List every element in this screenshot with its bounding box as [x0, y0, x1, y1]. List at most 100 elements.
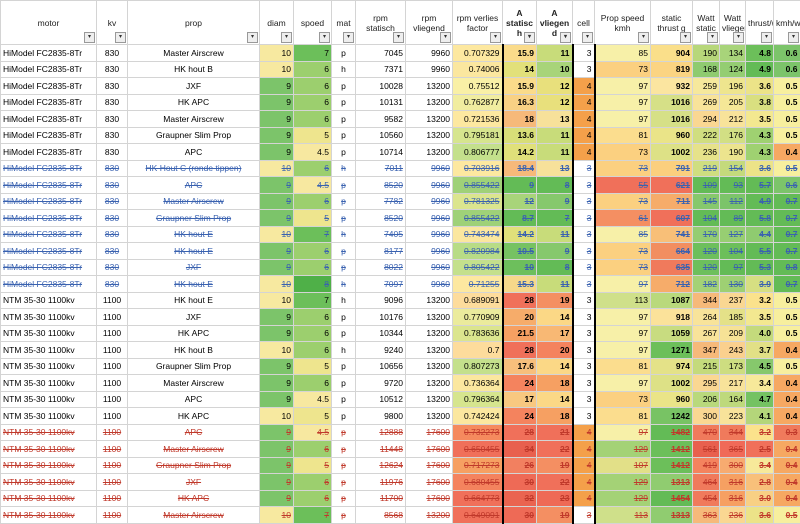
- filter-dropdown-icon[interactable]: ▾: [343, 32, 354, 43]
- cell-rpm-statisch[interactable]: 10512: [356, 391, 406, 408]
- cell-rpm-vliegend[interactable]: 13200: [406, 325, 453, 342]
- cell-watt-static[interactable]: 294: [693, 111, 720, 128]
- cell-static-thrust[interactable]: 918: [651, 309, 693, 326]
- cell-mat[interactable]: p: [332, 358, 356, 375]
- cell-rpm-vliegend[interactable]: 9960: [406, 160, 453, 177]
- cell-thrust-w[interactable]: 3.6: [746, 78, 774, 95]
- cell-a-vliegend[interactable]: 18: [537, 375, 573, 392]
- cell-prop-speed[interactable]: 73: [595, 160, 651, 177]
- cell-motor[interactable]: NTM 35-30 1100kv: [1, 358, 97, 375]
- cell-rpm-verlies[interactable]: 0.649091: [453, 507, 503, 524]
- cell-watt-vlieg[interactable]: 134: [720, 45, 746, 62]
- cell-rpm-vliegend[interactable]: 13200: [406, 358, 453, 375]
- cell-spoed[interactable]: 6: [294, 325, 332, 342]
- cell-watt-static[interactable]: 419: [693, 457, 720, 474]
- cell-a-vliegend[interactable]: 19: [537, 292, 573, 309]
- cell-diam[interactable]: 9: [260, 210, 294, 227]
- cell-static-thrust[interactable]: 932: [651, 78, 693, 95]
- cell-a-statisch[interactable]: 28: [503, 292, 537, 309]
- cell-watt-static[interactable]: 259: [693, 78, 720, 95]
- cell-watt-vlieg[interactable]: 212: [720, 111, 746, 128]
- cell-diam[interactable]: 9: [260, 259, 294, 276]
- cell-prop-speed[interactable]: 129: [595, 474, 651, 491]
- cell-static-thrust[interactable]: 1002: [651, 375, 693, 392]
- cell-a-statisch[interactable]: 28: [503, 424, 537, 441]
- cell-kmh-w[interactable]: 0.5: [774, 127, 800, 144]
- cell-diam[interactable]: 10: [260, 342, 294, 359]
- cell-cell[interactable]: 4: [573, 111, 595, 128]
- cell-a-statisch[interactable]: 8.7: [503, 210, 537, 227]
- cell-thrust-w[interactable]: 3.8: [746, 94, 774, 111]
- cell-prop[interactable]: JXF: [128, 474, 260, 491]
- cell-mat[interactable]: p: [332, 408, 356, 425]
- cell-rpm-statisch[interactable]: 12888: [356, 424, 406, 441]
- cell-thrust-w[interactable]: 4.7: [746, 391, 774, 408]
- cell-spoed[interactable]: 6: [294, 259, 332, 276]
- cell-kv[interactable]: 1100: [97, 342, 128, 359]
- cell-thrust-w[interactable]: 4.9: [746, 61, 774, 78]
- cell-a-vliegend[interactable]: 13: [537, 160, 573, 177]
- cell-a-statisch[interactable]: 21.5: [503, 325, 537, 342]
- cell-prop-speed[interactable]: 81: [595, 408, 651, 425]
- cell-watt-static[interactable]: 363: [693, 507, 720, 524]
- cell-a-statisch[interactable]: 18.4: [503, 160, 537, 177]
- header-rpm-vliegend[interactable]: rpm vliegend▾: [406, 1, 453, 45]
- cell-prop-speed[interactable]: 73: [595, 243, 651, 260]
- cell-mat[interactable]: p: [332, 45, 356, 62]
- header-watt-static[interactable]: Watt static▾: [693, 1, 720, 45]
- cell-motor[interactable]: NTM 35-30 1100kv: [1, 375, 97, 392]
- cell-rpm-vliegend[interactable]: 9960: [406, 259, 453, 276]
- cell-prop-speed[interactable]: 97: [595, 342, 651, 359]
- cell-watt-static[interactable]: 454: [693, 490, 720, 507]
- cell-watt-static[interactable]: 168: [693, 61, 720, 78]
- cell-rpm-vliegend[interactable]: 9960: [406, 226, 453, 243]
- cell-mat[interactable]: h: [332, 276, 356, 293]
- cell-a-statisch[interactable]: 16.3: [503, 94, 537, 111]
- cell-mat[interactable]: p: [332, 457, 356, 474]
- cell-mat[interactable]: p: [332, 490, 356, 507]
- cell-spoed[interactable]: 7: [294, 292, 332, 309]
- cell-rpm-verlies[interactable]: 0.806777: [453, 144, 503, 161]
- cell-rpm-statisch[interactable]: 9720: [356, 375, 406, 392]
- cell-watt-vlieg[interactable]: 130: [720, 276, 746, 293]
- cell-a-statisch[interactable]: 15.9: [503, 45, 537, 62]
- cell-thrust-w[interactable]: 4.4: [746, 226, 774, 243]
- header-thrust-w[interactable]: thrust/w▾: [746, 1, 774, 45]
- cell-diam[interactable]: 9: [260, 424, 294, 441]
- cell-rpm-vliegend[interactable]: 9960: [406, 45, 453, 62]
- cell-thrust-w[interactable]: 5.5: [746, 243, 774, 260]
- cell-prop[interactable]: Graupner Slim Prop: [128, 210, 260, 227]
- cell-thrust-w[interactable]: 5.8: [746, 210, 774, 227]
- cell-a-statisch[interactable]: 9: [503, 177, 537, 194]
- cell-cell[interactable]: 4: [573, 94, 595, 111]
- cell-kmh-w[interactable]: 0.4: [774, 457, 800, 474]
- cell-cell[interactable]: 4: [573, 441, 595, 458]
- cell-static-thrust[interactable]: 960: [651, 127, 693, 144]
- cell-watt-static[interactable]: 219: [693, 160, 720, 177]
- cell-rpm-verlies[interactable]: 0.783636: [453, 325, 503, 342]
- cell-kv[interactable]: 830: [97, 144, 128, 161]
- cell-rpm-vliegend[interactable]: 13200: [406, 309, 453, 326]
- header-spoed[interactable]: spoed▾: [294, 1, 332, 45]
- cell-watt-vlieg[interactable]: 316: [720, 490, 746, 507]
- cell-rpm-statisch[interactable]: 10656: [356, 358, 406, 375]
- filter-dropdown-icon[interactable]: ▾: [524, 32, 535, 43]
- header-diam[interactable]: diam▾: [260, 1, 294, 45]
- cell-a-statisch[interactable]: 17.6: [503, 358, 537, 375]
- filter-dropdown-icon[interactable]: ▾: [319, 32, 330, 43]
- cell-rpm-vliegend[interactable]: 9960: [406, 243, 453, 260]
- cell-static-thrust[interactable]: 1454: [651, 490, 693, 507]
- cell-a-vliegend[interactable]: 21: [537, 424, 573, 441]
- cell-watt-vlieg[interactable]: 173: [720, 358, 746, 375]
- cell-static-thrust[interactable]: 1271: [651, 342, 693, 359]
- cell-prop[interactable]: HK APC: [128, 490, 260, 507]
- cell-static-thrust[interactable]: 1016: [651, 111, 693, 128]
- cell-motor[interactable]: NTM 35-30 1100kv: [1, 474, 97, 491]
- cell-a-statisch[interactable]: 14: [503, 61, 537, 78]
- cell-a-vliegend[interactable]: 12: [537, 78, 573, 95]
- cell-rpm-verlies[interactable]: 0.855422: [453, 177, 503, 194]
- cell-a-statisch[interactable]: 10.5: [503, 243, 537, 260]
- cell-kv[interactable]: 1100: [97, 507, 128, 524]
